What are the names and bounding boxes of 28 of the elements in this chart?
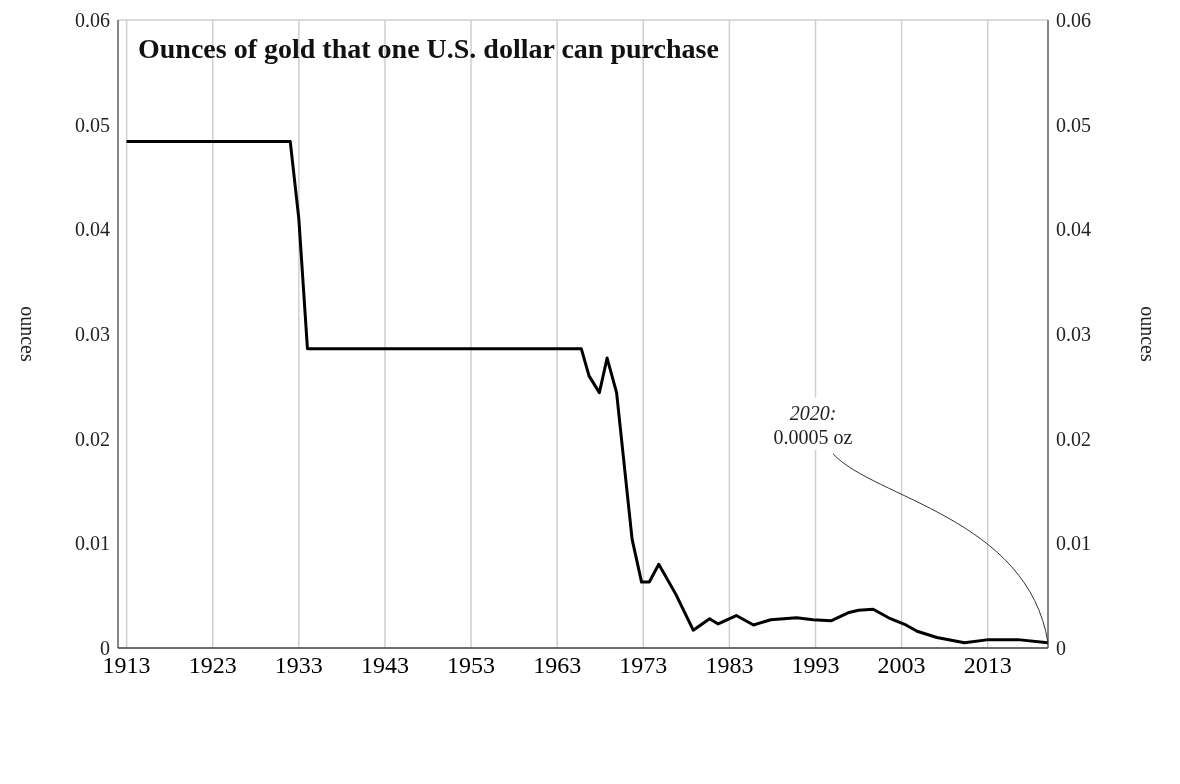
x-tick-label: 1993 xyxy=(791,652,840,679)
y2-tick-label: 0.04 xyxy=(1056,218,1091,241)
x-tick-label: 1953 xyxy=(447,652,496,679)
y2-tick-label: 0.01 xyxy=(1056,532,1091,555)
x-tick-label: 1963 xyxy=(533,652,582,679)
y-tick-label: 0.05 xyxy=(75,113,110,136)
y2-tick-label: 0.05 xyxy=(1056,113,1091,136)
x-tick-label: 1923 xyxy=(188,652,237,679)
y-tick-label: 0.03 xyxy=(75,323,110,346)
y-tick-label: 0.06 xyxy=(75,9,110,32)
x-tick-label: 2003 xyxy=(877,652,926,679)
line-series xyxy=(125,139,1048,645)
y-axis-title: ounces xyxy=(16,306,39,362)
y2-axis-title: ounces xyxy=(1136,306,1159,362)
y-tick-label: 0.01 xyxy=(75,532,110,555)
text: Ounces of gold that one U.S. dollar can purchase xyxy=(138,33,719,64)
y-tick-label: 0.02 xyxy=(75,427,110,450)
annotation: 2020: 0.0005 oz xyxy=(773,401,853,448)
y2-tick-label: 0.06 xyxy=(1056,9,1091,32)
y2-tick-label: 0 xyxy=(1056,637,1066,660)
x-tick-label: 1933 xyxy=(274,652,323,679)
y2-tick-label: 0.02 xyxy=(1056,427,1091,450)
x-tick-label: 1973 xyxy=(619,652,668,679)
y-tick-label: 0.04 xyxy=(75,218,110,241)
y2-tick-label: 0.03 xyxy=(1056,323,1091,346)
x-tick-label: 1943 xyxy=(360,652,409,679)
x-tick-label: 1983 xyxy=(705,652,754,679)
x-tick-label: 2013 xyxy=(963,652,1012,679)
